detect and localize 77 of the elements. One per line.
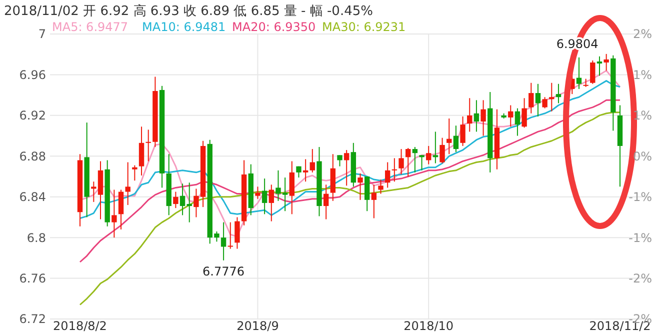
candlestick <box>384 162 390 188</box>
candlestick <box>426 145 432 165</box>
text: MA10: 6.9481 <box>142 20 226 34</box>
candlestick <box>508 104 514 128</box>
candlestick <box>590 60 596 84</box>
candlestick <box>528 82 534 114</box>
candlestick <box>302 158 308 182</box>
candlestick <box>549 82 554 112</box>
candlestick <box>371 184 377 219</box>
candlestick <box>310 148 316 173</box>
x-tick-label: 2018/9 <box>236 319 279 333</box>
candlestick <box>186 182 192 223</box>
y-tick-label: 6.72 <box>19 312 46 326</box>
candlestick <box>378 179 384 194</box>
candlestick <box>146 129 151 162</box>
candlestick <box>262 178 268 215</box>
text: MA30: 6.9231 <box>322 20 406 34</box>
y-tick-label: 6.8 <box>26 230 46 245</box>
candlestick <box>576 56 582 90</box>
candlestick <box>112 189 117 238</box>
candlestick <box>289 160 294 215</box>
y2-tick-label: 2% <box>632 27 652 42</box>
candlestick <box>432 131 438 164</box>
candlestick <box>514 108 520 136</box>
candlestick <box>255 186 260 200</box>
candlestick <box>535 83 541 117</box>
candlestick <box>480 100 486 136</box>
y-tick-label: 7 <box>38 27 46 42</box>
candlestick <box>180 183 186 216</box>
annotation: 6.7776 <box>202 264 245 278</box>
candlestick <box>220 222 226 261</box>
y-tick-label: 6.92 <box>19 108 46 123</box>
line-series <box>79 112 621 306</box>
candlestick <box>522 98 527 128</box>
candlestick <box>323 184 329 220</box>
candlestick <box>125 162 130 206</box>
y2-tick-label: -2% <box>628 271 652 286</box>
y2-tick-label: -1% <box>628 230 652 245</box>
y-tick-label: 6.96 <box>19 68 46 82</box>
candlestick <box>132 164 138 182</box>
candlestick <box>542 96 548 109</box>
y2-tick-label: -1% <box>628 190 652 204</box>
candlestick <box>364 176 370 212</box>
candlestick <box>460 116 466 146</box>
candlestick <box>268 184 274 222</box>
candlestick <box>440 137 445 164</box>
candlestick <box>173 191 178 209</box>
candlestick <box>337 154 342 167</box>
x-tick-label: 2018/8/2 <box>53 319 107 333</box>
candlestick <box>118 189 124 230</box>
y-tick-label: 6.84 <box>19 190 46 204</box>
x-tick-label: 2018/10 <box>404 319 454 333</box>
y-tick-label: 6.88 <box>19 149 46 164</box>
candlestick <box>474 100 480 132</box>
candlestick <box>604 53 609 72</box>
candlestick <box>392 158 398 182</box>
candlestick <box>138 126 144 176</box>
candlestick <box>234 216 240 250</box>
candlestick <box>358 172 363 200</box>
text: MA5: 6.9477 <box>52 20 128 34</box>
y-tick-label: 6.76 <box>19 271 46 286</box>
candlestick <box>228 222 233 250</box>
candlestick <box>446 118 452 155</box>
candlestick <box>467 98 472 132</box>
chart-title: 2018/11/02 开 6.92 高 6.93 收 6.89 低 6.85 量 - 幅 -0.45% <box>4 3 373 19</box>
candlestick <box>453 125 459 153</box>
candlestick <box>398 148 404 175</box>
text: MA20: 6.9350 <box>232 20 316 34</box>
candlestick <box>596 56 602 76</box>
y2-tick-label: 1% <box>632 68 652 82</box>
candlestick <box>556 83 562 104</box>
candlestick <box>406 148 411 177</box>
candlestick <box>344 150 350 186</box>
candlestick <box>412 146 418 173</box>
line-series <box>79 80 621 219</box>
candlestick <box>419 154 424 171</box>
line-series <box>79 99 621 263</box>
